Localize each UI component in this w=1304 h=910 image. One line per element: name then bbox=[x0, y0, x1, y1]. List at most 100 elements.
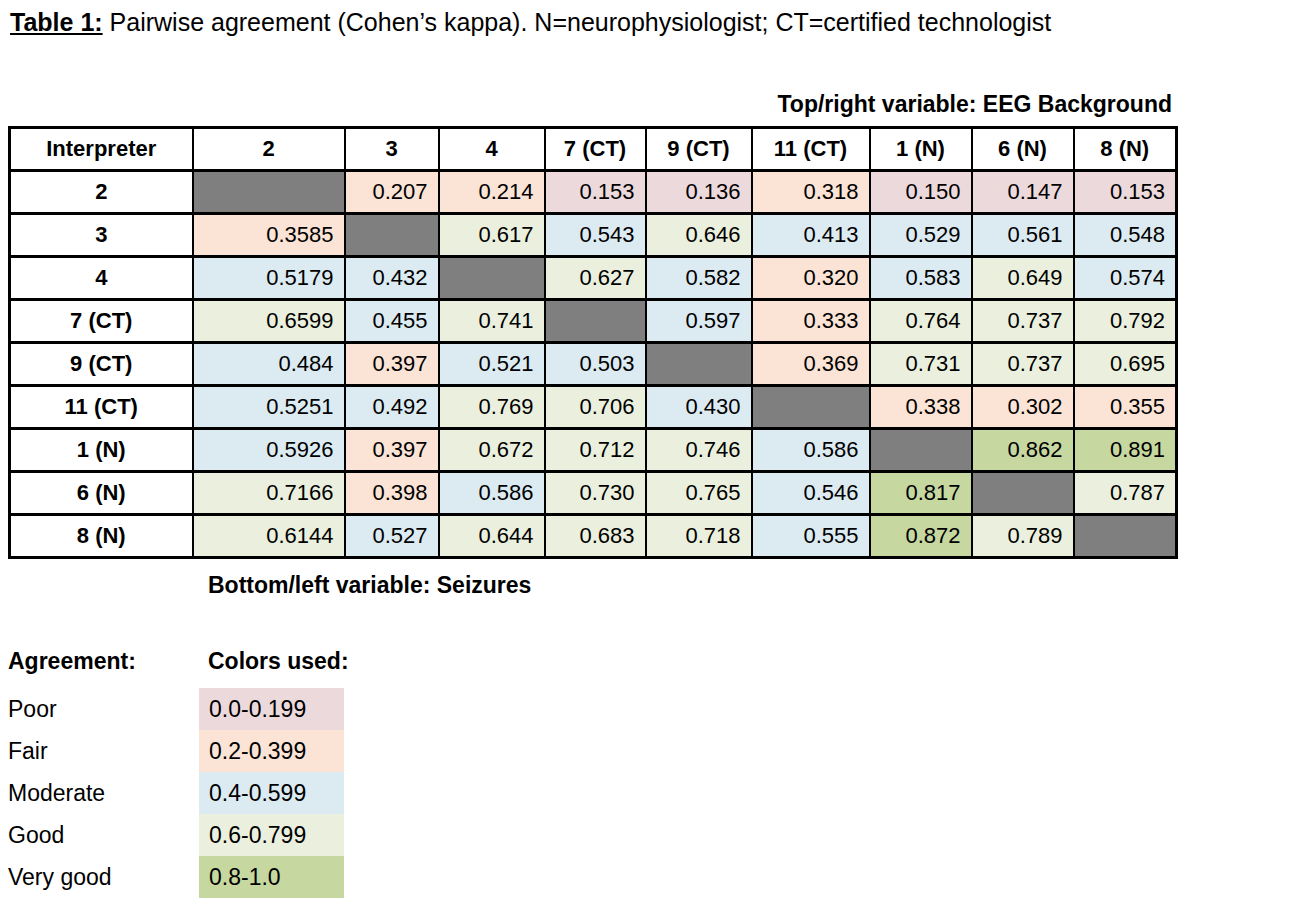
table-row: 1 (N)0.59260.3970.6720.7120.7460.5860.86… bbox=[10, 429, 1177, 472]
kappa-cell: 0.397 bbox=[345, 343, 439, 386]
kappa-cell: 0.644 bbox=[439, 515, 545, 558]
kappa-cell: 0.397 bbox=[345, 429, 439, 472]
row-header: 9 (CT) bbox=[10, 343, 193, 386]
kappa-cell: 0.672 bbox=[439, 429, 545, 472]
kappa-cell: 0.3585 bbox=[193, 214, 345, 257]
diagonal-cell bbox=[972, 472, 1074, 515]
kappa-cell: 0.521 bbox=[439, 343, 545, 386]
kappa-cell: 0.891 bbox=[1074, 429, 1177, 472]
kappa-cell: 0.712 bbox=[545, 429, 646, 472]
legend-item: Moderate0.4-0.599 bbox=[8, 772, 349, 814]
kappa-cell: 0.737 bbox=[972, 300, 1074, 343]
table-row: 11 (CT)0.52510.4920.7690.7060.4300.3380.… bbox=[10, 386, 1177, 429]
legend-agreement-header: Agreement: bbox=[8, 648, 199, 688]
legend-item-label: Fair bbox=[8, 738, 199, 765]
kappa-cell: 0.484 bbox=[193, 343, 345, 386]
kappa-cell: 0.398 bbox=[345, 472, 439, 515]
matrix-header-row: Interpreter2347 (CT)9 (CT)11 (CT)1 (N)6 … bbox=[10, 128, 1177, 171]
kappa-cell: 0.586 bbox=[752, 429, 870, 472]
column-header: 11 (CT) bbox=[752, 128, 870, 171]
kappa-cell: 0.555 bbox=[752, 515, 870, 558]
row-header: 4 bbox=[10, 257, 193, 300]
table-row: 20.2070.2140.1530.1360.3180.1500.1470.15… bbox=[10, 171, 1177, 214]
kappa-cell: 0.862 bbox=[972, 429, 1074, 472]
kappa-cell: 0.529 bbox=[870, 214, 972, 257]
legend-color-swatch: 0.0-0.199 bbox=[199, 688, 344, 730]
legend-color-swatch: 0.4-0.599 bbox=[199, 772, 344, 814]
kappa-cell: 0.737 bbox=[972, 343, 1074, 386]
kappa-cell: 0.583 bbox=[870, 257, 972, 300]
table-caption-text: Pairwise agreement (Cohen’s kappa). N=ne… bbox=[103, 8, 1052, 36]
kappa-cell: 0.769 bbox=[439, 386, 545, 429]
diagonal-cell bbox=[439, 257, 545, 300]
kappa-cell: 0.792 bbox=[1074, 300, 1177, 343]
kappa-cell: 0.369 bbox=[752, 343, 870, 386]
row-header: 8 (N) bbox=[10, 515, 193, 558]
legend-item: Very good0.8-1.0 bbox=[8, 856, 349, 898]
column-header: 9 (CT) bbox=[646, 128, 752, 171]
table-caption: Table 1: Pairwise agreement (Cohen’s kap… bbox=[10, 8, 1051, 37]
kappa-cell: 0.731 bbox=[870, 343, 972, 386]
kappa-cell: 0.338 bbox=[870, 386, 972, 429]
row-header: 2 bbox=[10, 171, 193, 214]
column-header: 4 bbox=[439, 128, 545, 171]
kappa-cell: 0.765 bbox=[646, 472, 752, 515]
kappa-cell: 0.302 bbox=[972, 386, 1074, 429]
column-header: 7 (CT) bbox=[545, 128, 646, 171]
column-header: 3 bbox=[345, 128, 439, 171]
page: Table 1: Pairwise agreement (Cohen’s kap… bbox=[0, 0, 1304, 910]
kappa-cell: 0.5179 bbox=[193, 257, 345, 300]
kappa-cell: 0.503 bbox=[545, 343, 646, 386]
kappa-cell: 0.789 bbox=[972, 515, 1074, 558]
table-row: 30.35850.6170.5430.6460.4130.5290.5610.5… bbox=[10, 214, 1177, 257]
interpreter-column-header: Interpreter bbox=[10, 128, 193, 171]
legend-header-row: Agreement: Colors used: bbox=[8, 648, 349, 688]
legend-item: Good0.6-0.799 bbox=[8, 814, 349, 856]
kappa-cell: 0.764 bbox=[870, 300, 972, 343]
diagonal-cell bbox=[545, 300, 646, 343]
kappa-cell: 0.147 bbox=[972, 171, 1074, 214]
kappa-cell: 0.718 bbox=[646, 515, 752, 558]
column-header: 2 bbox=[193, 128, 345, 171]
kappa-cell: 0.355 bbox=[1074, 386, 1177, 429]
kappa-cell: 0.597 bbox=[646, 300, 752, 343]
table-row: 9 (CT)0.4840.3970.5210.503 0.3690.7310.73… bbox=[10, 343, 1177, 386]
agreement-legend: Agreement: Colors used: Poor0.0-0.199 Fai… bbox=[8, 648, 349, 898]
kappa-cell: 0.333 bbox=[752, 300, 870, 343]
kappa-cell: 0.548 bbox=[1074, 214, 1177, 257]
diagonal-cell bbox=[1074, 515, 1177, 558]
kappa-cell: 0.430 bbox=[646, 386, 752, 429]
diagonal-cell bbox=[752, 386, 870, 429]
bottom-variable-note: Bottom/left variable: Seizures bbox=[208, 572, 531, 599]
kappa-cell: 0.7166 bbox=[193, 472, 345, 515]
diagonal-cell bbox=[870, 429, 972, 472]
column-header: 8 (N) bbox=[1074, 128, 1177, 171]
table-row: 40.51790.4320.6270.5820.3200.5830.6490.5… bbox=[10, 257, 1177, 300]
row-header: 1 (N) bbox=[10, 429, 193, 472]
table-row: 8 (N)0.61440.5270.6440.6830.7180.5550.87… bbox=[10, 515, 1177, 558]
row-header: 3 bbox=[10, 214, 193, 257]
kappa-cell: 0.646 bbox=[646, 214, 752, 257]
legend-item-label: Good bbox=[8, 822, 199, 849]
kappa-cell: 0.6599 bbox=[193, 300, 345, 343]
legend-item: Poor0.0-0.199 bbox=[8, 688, 349, 730]
kappa-cell: 0.741 bbox=[439, 300, 545, 343]
kappa-cell: 0.136 bbox=[646, 171, 752, 214]
kappa-cell: 0.5251 bbox=[193, 386, 345, 429]
kappa-cell: 0.787 bbox=[1074, 472, 1177, 515]
kappa-cell: 0.543 bbox=[545, 214, 646, 257]
kappa-cell: 0.617 bbox=[439, 214, 545, 257]
kappa-cell: 0.6144 bbox=[193, 515, 345, 558]
kappa-cell: 0.207 bbox=[345, 171, 439, 214]
table-row: 7 (CT)0.65990.4550.7410.5970.3330.7640.7… bbox=[10, 300, 1177, 343]
legend-color-swatch: 0.6-0.799 bbox=[199, 814, 344, 856]
legend-color-swatch: 0.8-1.0 bbox=[199, 856, 344, 898]
kappa-cell: 0.153 bbox=[1074, 171, 1177, 214]
kappa-cell: 0.649 bbox=[972, 257, 1074, 300]
kappa-cell: 0.817 bbox=[870, 472, 972, 515]
kappa-cell: 0.730 bbox=[545, 472, 646, 515]
kappa-cell: 0.153 bbox=[545, 171, 646, 214]
legend-item-label: Moderate bbox=[8, 780, 199, 807]
legend-colors-header: Colors used: bbox=[199, 648, 349, 688]
row-header: 7 (CT) bbox=[10, 300, 193, 343]
